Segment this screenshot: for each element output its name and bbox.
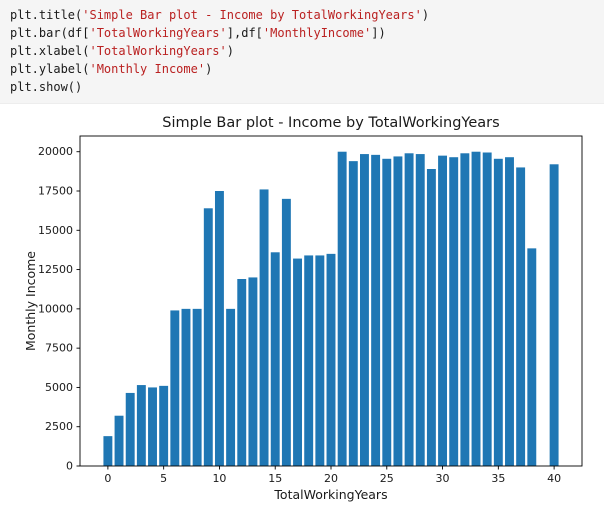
x-tick-label: 30 <box>436 472 450 485</box>
bar <box>471 151 481 466</box>
bar <box>259 189 269 466</box>
code-token: ) <box>205 62 213 76</box>
bar <box>360 154 369 466</box>
bar <box>125 392 135 466</box>
bar <box>304 255 314 466</box>
bar <box>226 308 236 466</box>
code-line: plt.title('Simple Bar plot - Income by T… <box>10 6 594 24</box>
bar <box>203 208 213 466</box>
x-axis-label: TotalWorkingYears <box>273 487 387 502</box>
x-tick-label: 35 <box>491 472 505 485</box>
code-token: plt.xlabel( <box>10 44 90 58</box>
bar <box>449 157 459 466</box>
x-tick-label: 10 <box>212 472 226 485</box>
y-tick-label: 20000 <box>38 145 73 158</box>
code-token-string: 'TotalWorkingYears' <box>89 44 227 58</box>
code-token-string: 'Monthly Income' <box>89 62 206 76</box>
bar <box>192 308 202 466</box>
code-token-string: 'TotalWorkingYears' <box>89 26 227 40</box>
code-token-string: 'Simple Bar plot - Income by TotalWorkin… <box>82 8 422 22</box>
code-token: ) <box>226 44 234 58</box>
bar <box>293 258 302 466</box>
y-tick-label: 7500 <box>45 342 73 355</box>
chart-title: Simple Bar plot - Income by TotalWorking… <box>162 115 499 131</box>
x-tick-label: 5 <box>160 472 167 485</box>
bar <box>170 310 180 466</box>
figure-output: 0 2500 5000 7500 10000 12500 15000 17500 20000 0 5… <box>22 112 604 518</box>
bar <box>404 153 414 466</box>
y-tick-label: 17500 <box>38 185 73 198</box>
bar <box>181 308 191 466</box>
bar <box>516 167 526 466</box>
bar <box>527 248 537 466</box>
bar <box>114 415 124 466</box>
bar <box>493 158 503 466</box>
bar <box>438 155 448 466</box>
code-line: plt.ylabel('Monthly Income') <box>10 60 594 78</box>
bar <box>348 161 358 466</box>
y-tick-label: 15000 <box>38 224 73 237</box>
y-tick-label: 0 <box>66 460 73 473</box>
bar <box>460 153 470 466</box>
code-token: plt.ylabel( <box>10 62 90 76</box>
code-token: plt.show() <box>10 80 83 94</box>
code-token: plt.bar(df[ <box>10 26 90 40</box>
code-token: plt.title( <box>10 8 83 22</box>
bar <box>415 154 425 466</box>
bar <box>505 157 514 466</box>
y-tick-label: 2500 <box>45 420 73 433</box>
bar <box>315 255 325 466</box>
code-cell[interactable]: plt.title('Simple Bar plot - Income by T… <box>0 0 604 104</box>
bar <box>393 156 403 466</box>
code-token: ],df[ <box>226 26 263 40</box>
y-tick-label: 5000 <box>45 381 73 394</box>
bar <box>248 277 258 466</box>
bar <box>237 279 247 466</box>
bar <box>549 164 559 466</box>
bar <box>482 152 492 466</box>
bar <box>326 253 336 466</box>
bar-chart: 0 2500 5000 7500 10000 12500 15000 17500 20000 0 5… <box>23 115 583 502</box>
bar <box>148 387 157 466</box>
bar <box>426 169 436 466</box>
x-tick-label: 25 <box>380 472 394 485</box>
bar <box>382 158 392 466</box>
bar <box>281 198 291 467</box>
bar <box>337 151 347 466</box>
y-tick-label: 10000 <box>38 302 73 315</box>
y-tick-label: 12500 <box>38 263 73 276</box>
bar <box>270 252 280 466</box>
bar <box>159 385 169 466</box>
y-axis-label: Monthly Income <box>23 251 38 351</box>
bar <box>103 436 113 466</box>
x-tick-label: 15 <box>268 472 282 485</box>
code-token: ) <box>421 8 430 22</box>
code-line: plt.bar(df['TotalWorkingYears'],df['Mont… <box>10 24 594 42</box>
code-line: plt.xlabel('TotalWorkingYears') <box>10 42 594 60</box>
x-tick-label: 20 <box>324 472 338 485</box>
bar <box>136 385 146 466</box>
bar <box>214 191 224 466</box>
x-tick-label: 40 <box>547 472 561 485</box>
x-tick-label: 0 <box>104 472 111 485</box>
code-line: plt.show() <box>10 78 594 96</box>
code-token: ]) <box>371 26 386 40</box>
code-token-string: 'MonthlyIncome' <box>262 26 372 40</box>
bar <box>371 154 381 467</box>
